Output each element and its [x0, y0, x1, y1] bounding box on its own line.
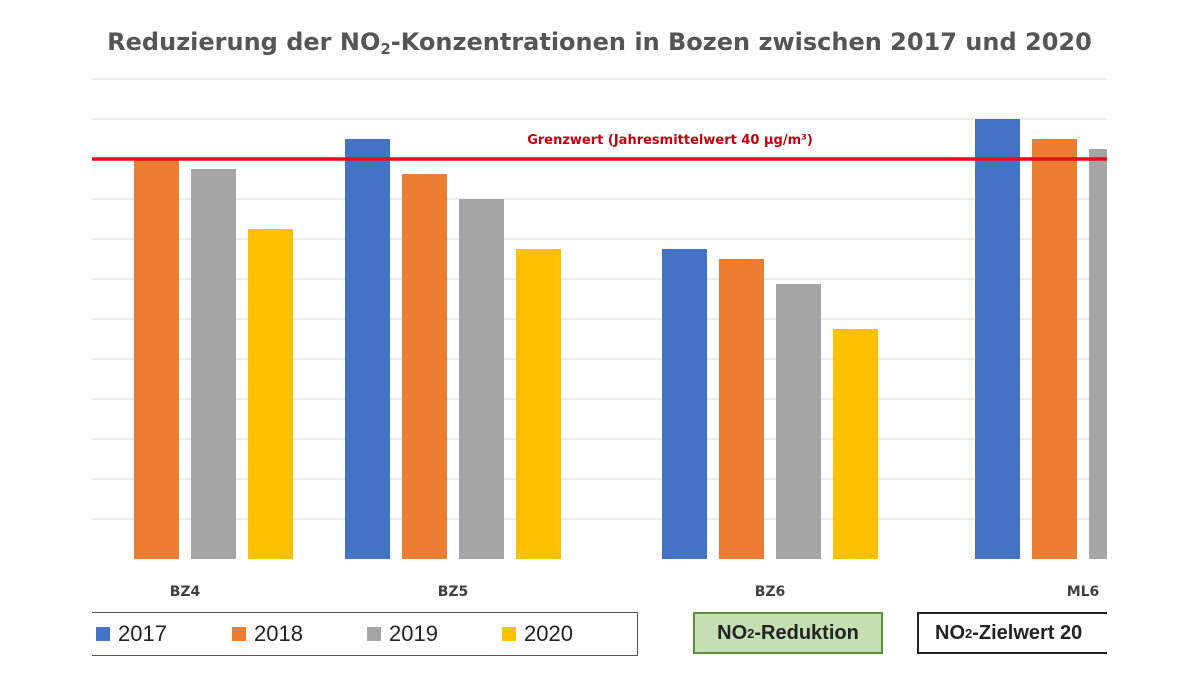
legend-label-2017: 2017 — [118, 621, 167, 646]
bar-ml6-2017 — [975, 119, 1020, 559]
legend-label-2018: 2018 — [254, 621, 303, 646]
legend-item-2020: 2020 — [502, 613, 573, 655]
bar-bz5-2017 — [345, 139, 390, 559]
legend: 2017 2018 2019 2020 — [92, 612, 638, 656]
title-part1: Reduzierung der NO — [107, 28, 381, 56]
legend-item-2017: 2017 — [96, 613, 167, 655]
no2-reduction-tag: NO 2 -Reduktion — [693, 612, 883, 654]
reduction-part2: -Reduktion — [754, 621, 859, 644]
legend-swatch-2020 — [502, 627, 516, 641]
no2-target-tag: NO 2 -Zielwert 20 — [917, 612, 1107, 654]
legend-item-2019: 2019 — [367, 613, 438, 655]
bar-bz5-2018 — [402, 174, 447, 559]
target-part2: -Zielwert 20 — [972, 621, 1083, 644]
title-part2: -Konzentrationen in Bozen zwischen 2017 … — [390, 28, 1092, 56]
plot-area: BZ4 BZ5 BZ6 ML6 Grenzwert (Jahresmittelwert … — [92, 78, 1107, 600]
reduction-subscript: 2 — [747, 625, 755, 641]
target-subscript: 2 — [965, 625, 973, 641]
bar-bz6-2018 — [719, 259, 764, 559]
bar-bz5-2019 — [459, 199, 504, 559]
title-subscript: 2 — [380, 40, 391, 58]
bar-bz6-2020 — [833, 329, 878, 559]
bar-ml6-2018 — [1032, 139, 1077, 559]
category-label-bz4: BZ4 — [170, 584, 201, 600]
legend-label-2020: 2020 — [524, 621, 573, 646]
reduction-part1: NO — [717, 621, 748, 644]
category-label-bz6: BZ6 — [755, 584, 786, 600]
bar-bz4-2018 — [134, 159, 179, 559]
chart-area: BZ4 BZ5 BZ6 ML6 Grenzwert (Jahresmittelwert … — [92, 0, 1107, 673]
bar-bz6-2017 — [662, 249, 707, 559]
legend-swatch-2019 — [367, 627, 381, 641]
legend-label-2019: 2019 — [389, 621, 438, 646]
bar-bz4-2020 — [248, 229, 293, 559]
chart-title: Reduzierung der NO2-Konzentrationen in B… — [92, 28, 1107, 58]
limit-line-label: Grenzwert (Jahresmittelwert 40 µg/m³) — [527, 133, 813, 148]
legend-swatch-2018 — [232, 627, 246, 641]
legend-swatch-2017 — [96, 627, 110, 641]
category-label-ml6: ML6 — [1067, 584, 1100, 600]
bar-bz6-2019 — [776, 284, 821, 559]
target-part1: NO — [935, 621, 965, 644]
bar-bz5-2020 — [516, 249, 561, 559]
bar-ml6-2019 — [1089, 149, 1107, 559]
legend-item-2018: 2018 — [232, 613, 303, 655]
category-label-bz5: BZ5 — [438, 584, 469, 600]
bar-bz4-2019 — [191, 169, 236, 559]
